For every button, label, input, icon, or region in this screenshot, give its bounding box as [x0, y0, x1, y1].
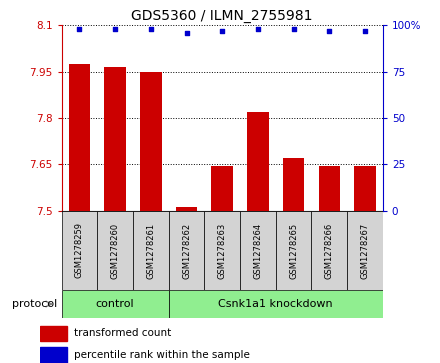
Text: control: control — [96, 299, 135, 309]
Bar — [247, 112, 268, 211]
Bar — [97, 211, 133, 290]
Point — [254, 26, 261, 32]
Text: Csnk1a1 knockdown: Csnk1a1 knockdown — [218, 299, 333, 309]
Point — [76, 26, 83, 32]
Text: GSM1278259: GSM1278259 — [75, 223, 84, 278]
Text: GSM1278267: GSM1278267 — [360, 223, 370, 278]
Bar — [240, 211, 276, 290]
Bar — [212, 166, 233, 211]
Bar — [140, 72, 161, 211]
Bar — [40, 347, 67, 363]
Bar — [347, 211, 383, 290]
Text: GSM1278261: GSM1278261 — [147, 223, 155, 278]
Text: GSM1278260: GSM1278260 — [110, 223, 120, 278]
Point — [112, 26, 119, 32]
Bar — [312, 211, 347, 290]
Bar — [169, 290, 383, 318]
Bar — [62, 290, 169, 318]
Bar — [169, 211, 204, 290]
Bar — [133, 211, 169, 290]
Point — [326, 28, 333, 34]
Bar — [276, 211, 312, 290]
Point — [361, 28, 368, 34]
Bar — [354, 166, 376, 211]
Text: GSM1278265: GSM1278265 — [289, 223, 298, 278]
Bar — [319, 166, 340, 211]
Text: transformed count: transformed count — [74, 329, 171, 338]
Text: GSM1278266: GSM1278266 — [325, 223, 334, 278]
Text: protocol: protocol — [12, 299, 57, 309]
Text: percentile rank within the sample: percentile rank within the sample — [74, 350, 250, 360]
Point — [183, 30, 190, 36]
Point — [219, 28, 226, 34]
Text: GSM1278263: GSM1278263 — [218, 223, 227, 278]
Bar — [176, 208, 197, 211]
Bar — [62, 211, 97, 290]
Bar — [104, 67, 126, 211]
Text: GSM1278262: GSM1278262 — [182, 223, 191, 278]
Bar — [204, 211, 240, 290]
Text: GSM1278264: GSM1278264 — [253, 223, 262, 278]
Point — [147, 26, 154, 32]
Point — [290, 26, 297, 32]
Title: GDS5360 / ILMN_2755981: GDS5360 / ILMN_2755981 — [132, 9, 313, 23]
Bar — [69, 64, 90, 211]
Bar — [40, 326, 67, 341]
Bar — [283, 158, 304, 211]
